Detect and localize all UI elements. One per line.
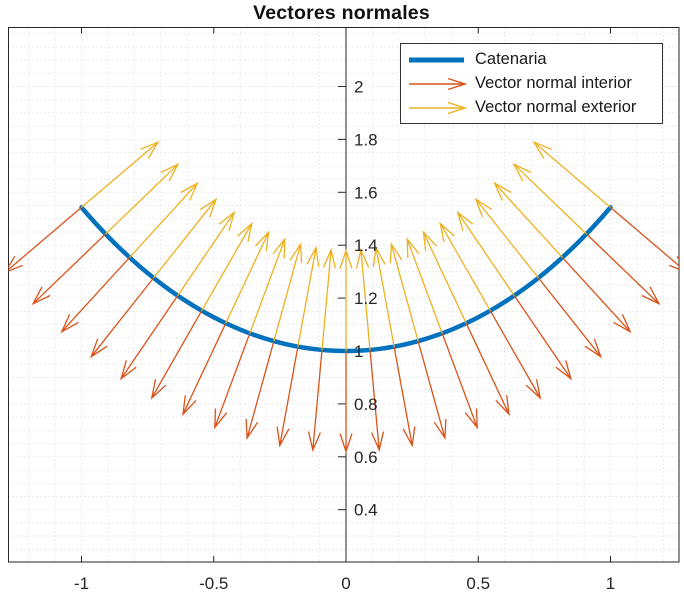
- y-tick-label: 1.4: [354, 236, 378, 255]
- normal-vector-interior: [561, 256, 632, 334]
- y-tick-label: 1: [354, 342, 363, 361]
- normal-vector-interior: [513, 295, 573, 381]
- normal-vector-interior: [60, 256, 131, 334]
- normal-vector-interior: [610, 206, 679, 270]
- normal-vector-interior: [89, 277, 155, 359]
- normal-vector-exterior: [532, 140, 611, 208]
- y-tick-label: 1.6: [354, 183, 378, 202]
- x-tick-label: 0: [341, 574, 350, 593]
- normal-vector-exterior: [297, 245, 320, 347]
- interior-normal-vectors: [8, 206, 679, 454]
- legend-label-normal-interior: Vector normal interior: [475, 74, 632, 92]
- normal-vector-interior: [245, 340, 275, 440]
- normal-vector-interior: [150, 310, 203, 400]
- normal-vector-exterior: [389, 242, 419, 342]
- normal-vector-exterior: [81, 140, 160, 208]
- y-tick-label: 0.6: [354, 448, 378, 467]
- normal-vector-interior: [465, 322, 510, 417]
- y-tick-label: 2: [354, 78, 363, 97]
- legend-item-normal-exterior: Vector normal exterior: [407, 96, 662, 120]
- normal-vector-interior: [586, 233, 661, 306]
- normal-vector-interior: [8, 206, 82, 272]
- x-tick-label: 0.5: [466, 574, 490, 593]
- normal-vector-exterior: [225, 230, 270, 324]
- x-tick-label: 1: [606, 574, 615, 593]
- exterior-arrow-icon: [409, 101, 468, 114]
- normal-vector-interior: [441, 333, 478, 430]
- normal-vector-exterior: [249, 237, 286, 334]
- normal-vector-exterior: [153, 197, 218, 279]
- normal-vector-exterior: [512, 162, 587, 235]
- normal-vector-exterior: [456, 210, 515, 296]
- x-tick-label: -1: [74, 574, 89, 593]
- normal-vector-interior: [119, 295, 179, 381]
- normal-vector-interior: [31, 233, 106, 306]
- normal-vector-interior: [307, 349, 323, 453]
- legend-item-normal-interior: Vector normal interior: [407, 72, 662, 96]
- normal-vector-exterior: [339, 248, 353, 351]
- y-tick-label: 0.4: [354, 501, 378, 520]
- legend-label-catenaria: Catenaria: [475, 50, 547, 68]
- normal-vector-interior: [417, 340, 447, 440]
- normal-vector-exterior: [372, 245, 395, 347]
- normal-vector-interior: [537, 277, 603, 359]
- catenaria-line-icon: [409, 57, 464, 62]
- normal-vector-exterior: [355, 247, 371, 350]
- normal-vector-exterior: [406, 237, 443, 334]
- y-tick-label: 1.2: [354, 289, 378, 308]
- normal-vector-exterior: [493, 181, 563, 258]
- normal-vector-exterior: [201, 221, 253, 312]
- normal-vector-exterior: [474, 197, 539, 279]
- normal-vector-interior: [339, 351, 353, 454]
- normal-vector-interior: [214, 333, 251, 430]
- plot-title: Vectores normales: [253, 2, 430, 24]
- legend-label-normal-exterior: Vector normal exterior: [475, 98, 637, 116]
- normal-vector-exterior: [273, 242, 303, 342]
- normal-vector-exterior: [129, 181, 199, 258]
- normal-vector-exterior: [422, 230, 467, 324]
- normal-vector-exterior: [321, 247, 337, 350]
- normal-vector-interior: [182, 322, 227, 417]
- normal-vector-interior: [369, 349, 385, 453]
- x-tick-label: -0.5: [199, 574, 228, 593]
- exterior-normal-vectors: [81, 140, 611, 351]
- y-tick-label: 1.8: [354, 130, 378, 149]
- interior-arrow-icon: [409, 77, 468, 90]
- normal-vector-exterior: [439, 221, 491, 312]
- normal-vector-interior: [489, 310, 542, 400]
- normal-vector-exterior: [177, 210, 236, 296]
- legend: Catenaria Vector normal interior Vector …: [400, 43, 663, 124]
- legend-item-catenaria: Catenaria: [407, 48, 662, 72]
- normal-vector-interior: [276, 346, 299, 448]
- normal-vector-exterior: [105, 162, 180, 235]
- normal-vector-interior: [393, 346, 416, 448]
- y-tick-label: 0.8: [354, 395, 378, 414]
- tick-labels: -1 -0.5 0 0.5 1 0.4 0.6 0.8 1 1.2 1.4 1.6 1.8 2: [74, 78, 615, 594]
